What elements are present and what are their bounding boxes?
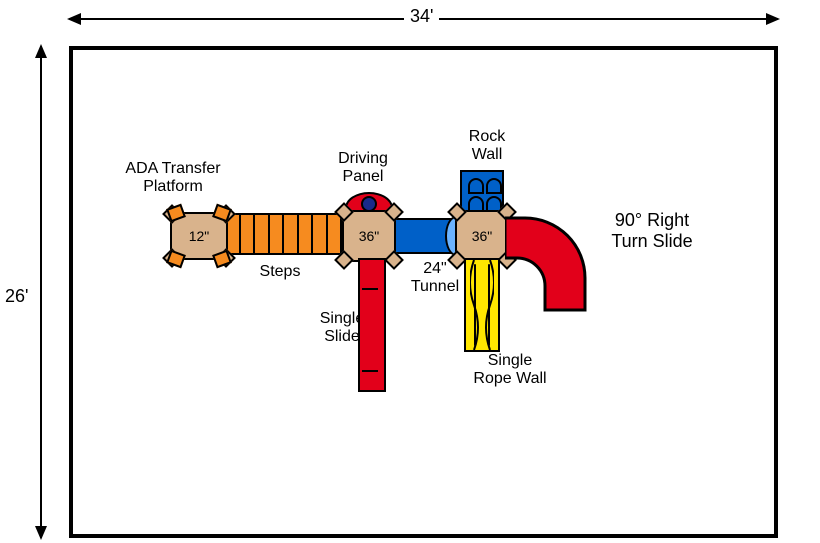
steps xyxy=(224,213,342,255)
label-dp: DrivingPanel xyxy=(323,150,403,187)
deck-36b: 36" xyxy=(455,210,509,262)
height-label: 26' xyxy=(5,282,28,311)
rock-wall xyxy=(460,170,504,214)
width-label: 34' xyxy=(404,6,439,27)
deck-12-label: 12" xyxy=(172,228,226,244)
label-rope: SingleRope Wall xyxy=(455,352,565,389)
deck-36a: 36" xyxy=(342,210,396,262)
deck-36b-label: 36" xyxy=(457,228,507,244)
label-ada: ADA TransferPlatform xyxy=(98,160,248,197)
label-rock: RockWall xyxy=(452,128,522,165)
rope-wall xyxy=(464,258,500,352)
deck-36a-label: 36" xyxy=(344,228,394,244)
slide-mark xyxy=(362,370,378,372)
height-arrow xyxy=(40,46,42,538)
label-tunnel: 24"Tunnel xyxy=(395,260,475,297)
diagram-canvas: 34' 26' ADA TransferPlatform Steps DrivingPa… xyxy=(0,0,820,543)
slide-mark xyxy=(362,288,378,290)
turn-slide xyxy=(505,210,635,340)
label-steps: Steps xyxy=(250,263,310,281)
